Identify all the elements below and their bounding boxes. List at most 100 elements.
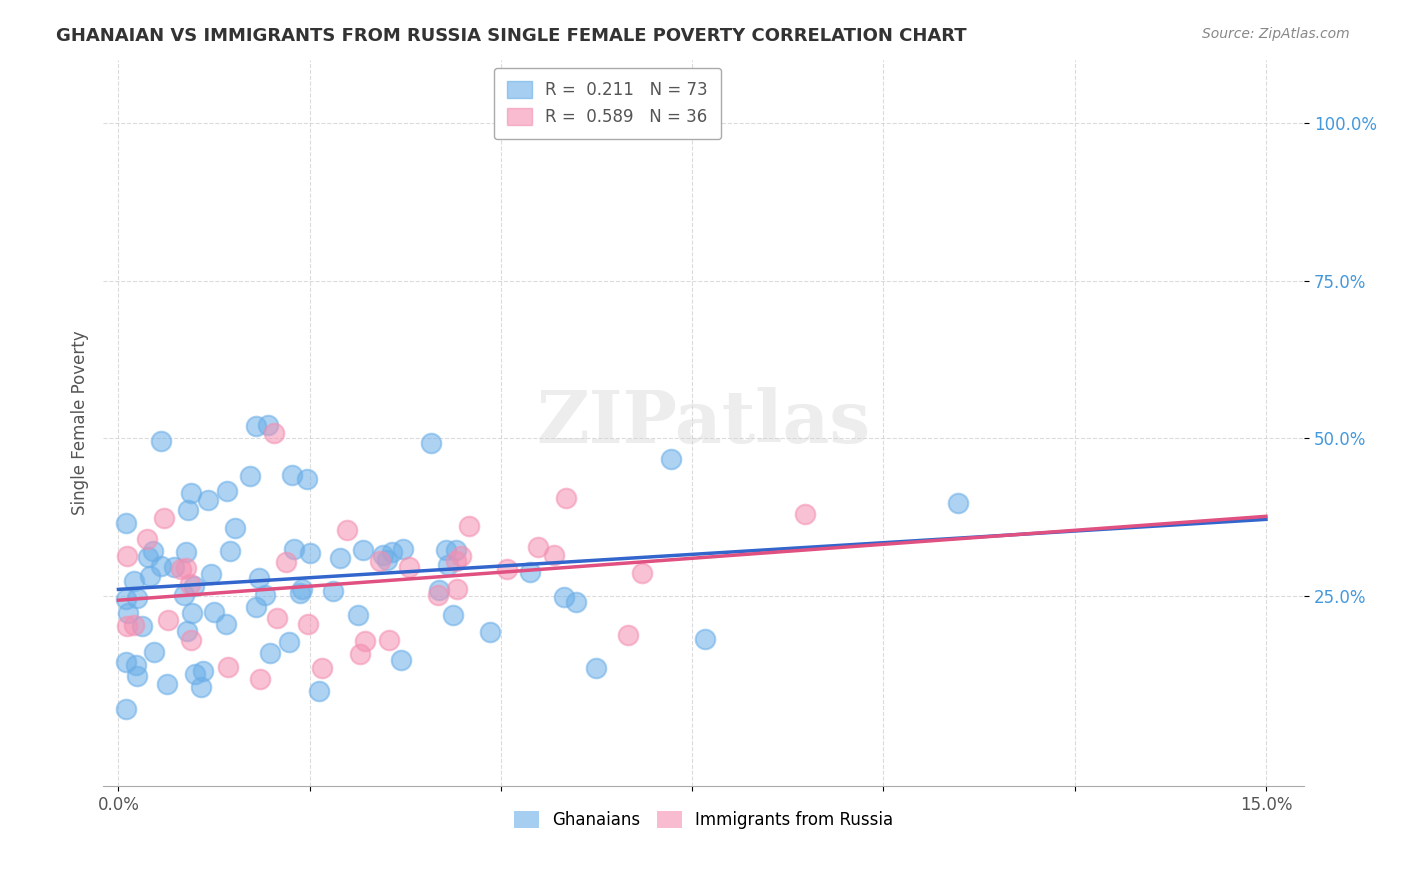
Point (202, 605, 225, 619)
Point (291, 582, 314, 596)
Point (427, 583, 450, 598)
Point (519, 565, 541, 579)
Point (329, 550, 352, 565)
Point (124, 618, 146, 632)
Point (156, 613, 179, 627)
Point (215, 617, 238, 632)
Point (253, 588, 276, 602)
Point (495, 562, 517, 576)
Point (190, 680, 212, 694)
Point (349, 647, 371, 661)
Text: Source: ZipAtlas.com: Source: ZipAtlas.com (1202, 27, 1350, 41)
Point (450, 549, 472, 563)
Point (200, 566, 222, 581)
Point (176, 624, 198, 638)
Point (436, 558, 458, 572)
Point (375, 553, 398, 567)
Point (278, 635, 301, 649)
Point (174, 560, 197, 574)
Point (142, 543, 165, 558)
Point (127, 591, 149, 605)
Point (245, 599, 267, 614)
Point (295, 472, 318, 486)
Point (156, 676, 179, 690)
Point (191, 664, 214, 678)
Point (554, 491, 576, 506)
Point (263, 425, 285, 440)
Point (125, 669, 148, 683)
Point (446, 582, 468, 597)
Point (585, 661, 607, 675)
Point (281, 467, 304, 482)
Point (479, 624, 502, 639)
Point (139, 568, 162, 582)
Point (391, 541, 413, 556)
Point (398, 560, 420, 574)
Point (565, 594, 588, 608)
Point (381, 545, 404, 559)
Point (434, 542, 457, 557)
Point (115, 516, 138, 531)
Point (794, 507, 817, 521)
Point (239, 469, 262, 483)
Point (149, 558, 172, 573)
Point (131, 619, 153, 633)
Text: GHANAIAN VS IMMIGRANTS FROM RUSSIA SINGLE FEMALE POVERTY CORRELATION CHART: GHANAIAN VS IMMIGRANTS FROM RUSSIA SINGL… (56, 27, 967, 45)
Point (297, 617, 319, 632)
Point (174, 544, 197, 558)
Point (553, 590, 575, 604)
Point (224, 521, 246, 535)
Point (948, 496, 970, 510)
Y-axis label: Single Female Poverty: Single Female Poverty (72, 330, 89, 515)
Point (288, 586, 311, 600)
Point (257, 417, 280, 432)
Point (441, 608, 464, 623)
Point (389, 653, 412, 667)
Point (115, 591, 138, 606)
Point (124, 574, 146, 589)
Point (444, 554, 467, 568)
Point (136, 550, 159, 565)
Point (135, 532, 157, 546)
Point (259, 646, 281, 660)
Point (352, 543, 374, 558)
Point (117, 606, 139, 620)
Point (693, 632, 716, 646)
Point (249, 672, 271, 686)
Point (170, 562, 193, 576)
Point (152, 510, 174, 524)
Point (183, 579, 205, 593)
Point (377, 633, 399, 648)
Point (163, 560, 186, 574)
Point (353, 634, 375, 648)
Point (179, 576, 201, 591)
Point (276, 555, 298, 569)
Point (659, 452, 682, 467)
Point (181, 606, 204, 620)
Point (115, 655, 138, 669)
Point (322, 584, 344, 599)
Point (458, 519, 481, 533)
Point (420, 436, 443, 450)
Point (368, 554, 391, 568)
Point (444, 543, 467, 558)
Point (115, 549, 138, 564)
Text: ZIPatlas: ZIPatlas (537, 387, 870, 458)
Point (184, 667, 207, 681)
Point (149, 434, 172, 449)
Point (219, 543, 242, 558)
Point (527, 541, 550, 555)
Point (336, 523, 359, 537)
Point (125, 657, 148, 672)
Point (217, 483, 239, 498)
Point (177, 503, 200, 517)
Legend: Ghanaians, Immigrants from Russia: Ghanaians, Immigrants from Russia (508, 804, 900, 836)
Point (180, 633, 202, 648)
Point (347, 607, 370, 622)
Point (617, 628, 640, 642)
Point (180, 486, 202, 500)
Point (311, 661, 333, 675)
Point (197, 493, 219, 508)
Point (115, 702, 138, 716)
Point (371, 548, 394, 562)
